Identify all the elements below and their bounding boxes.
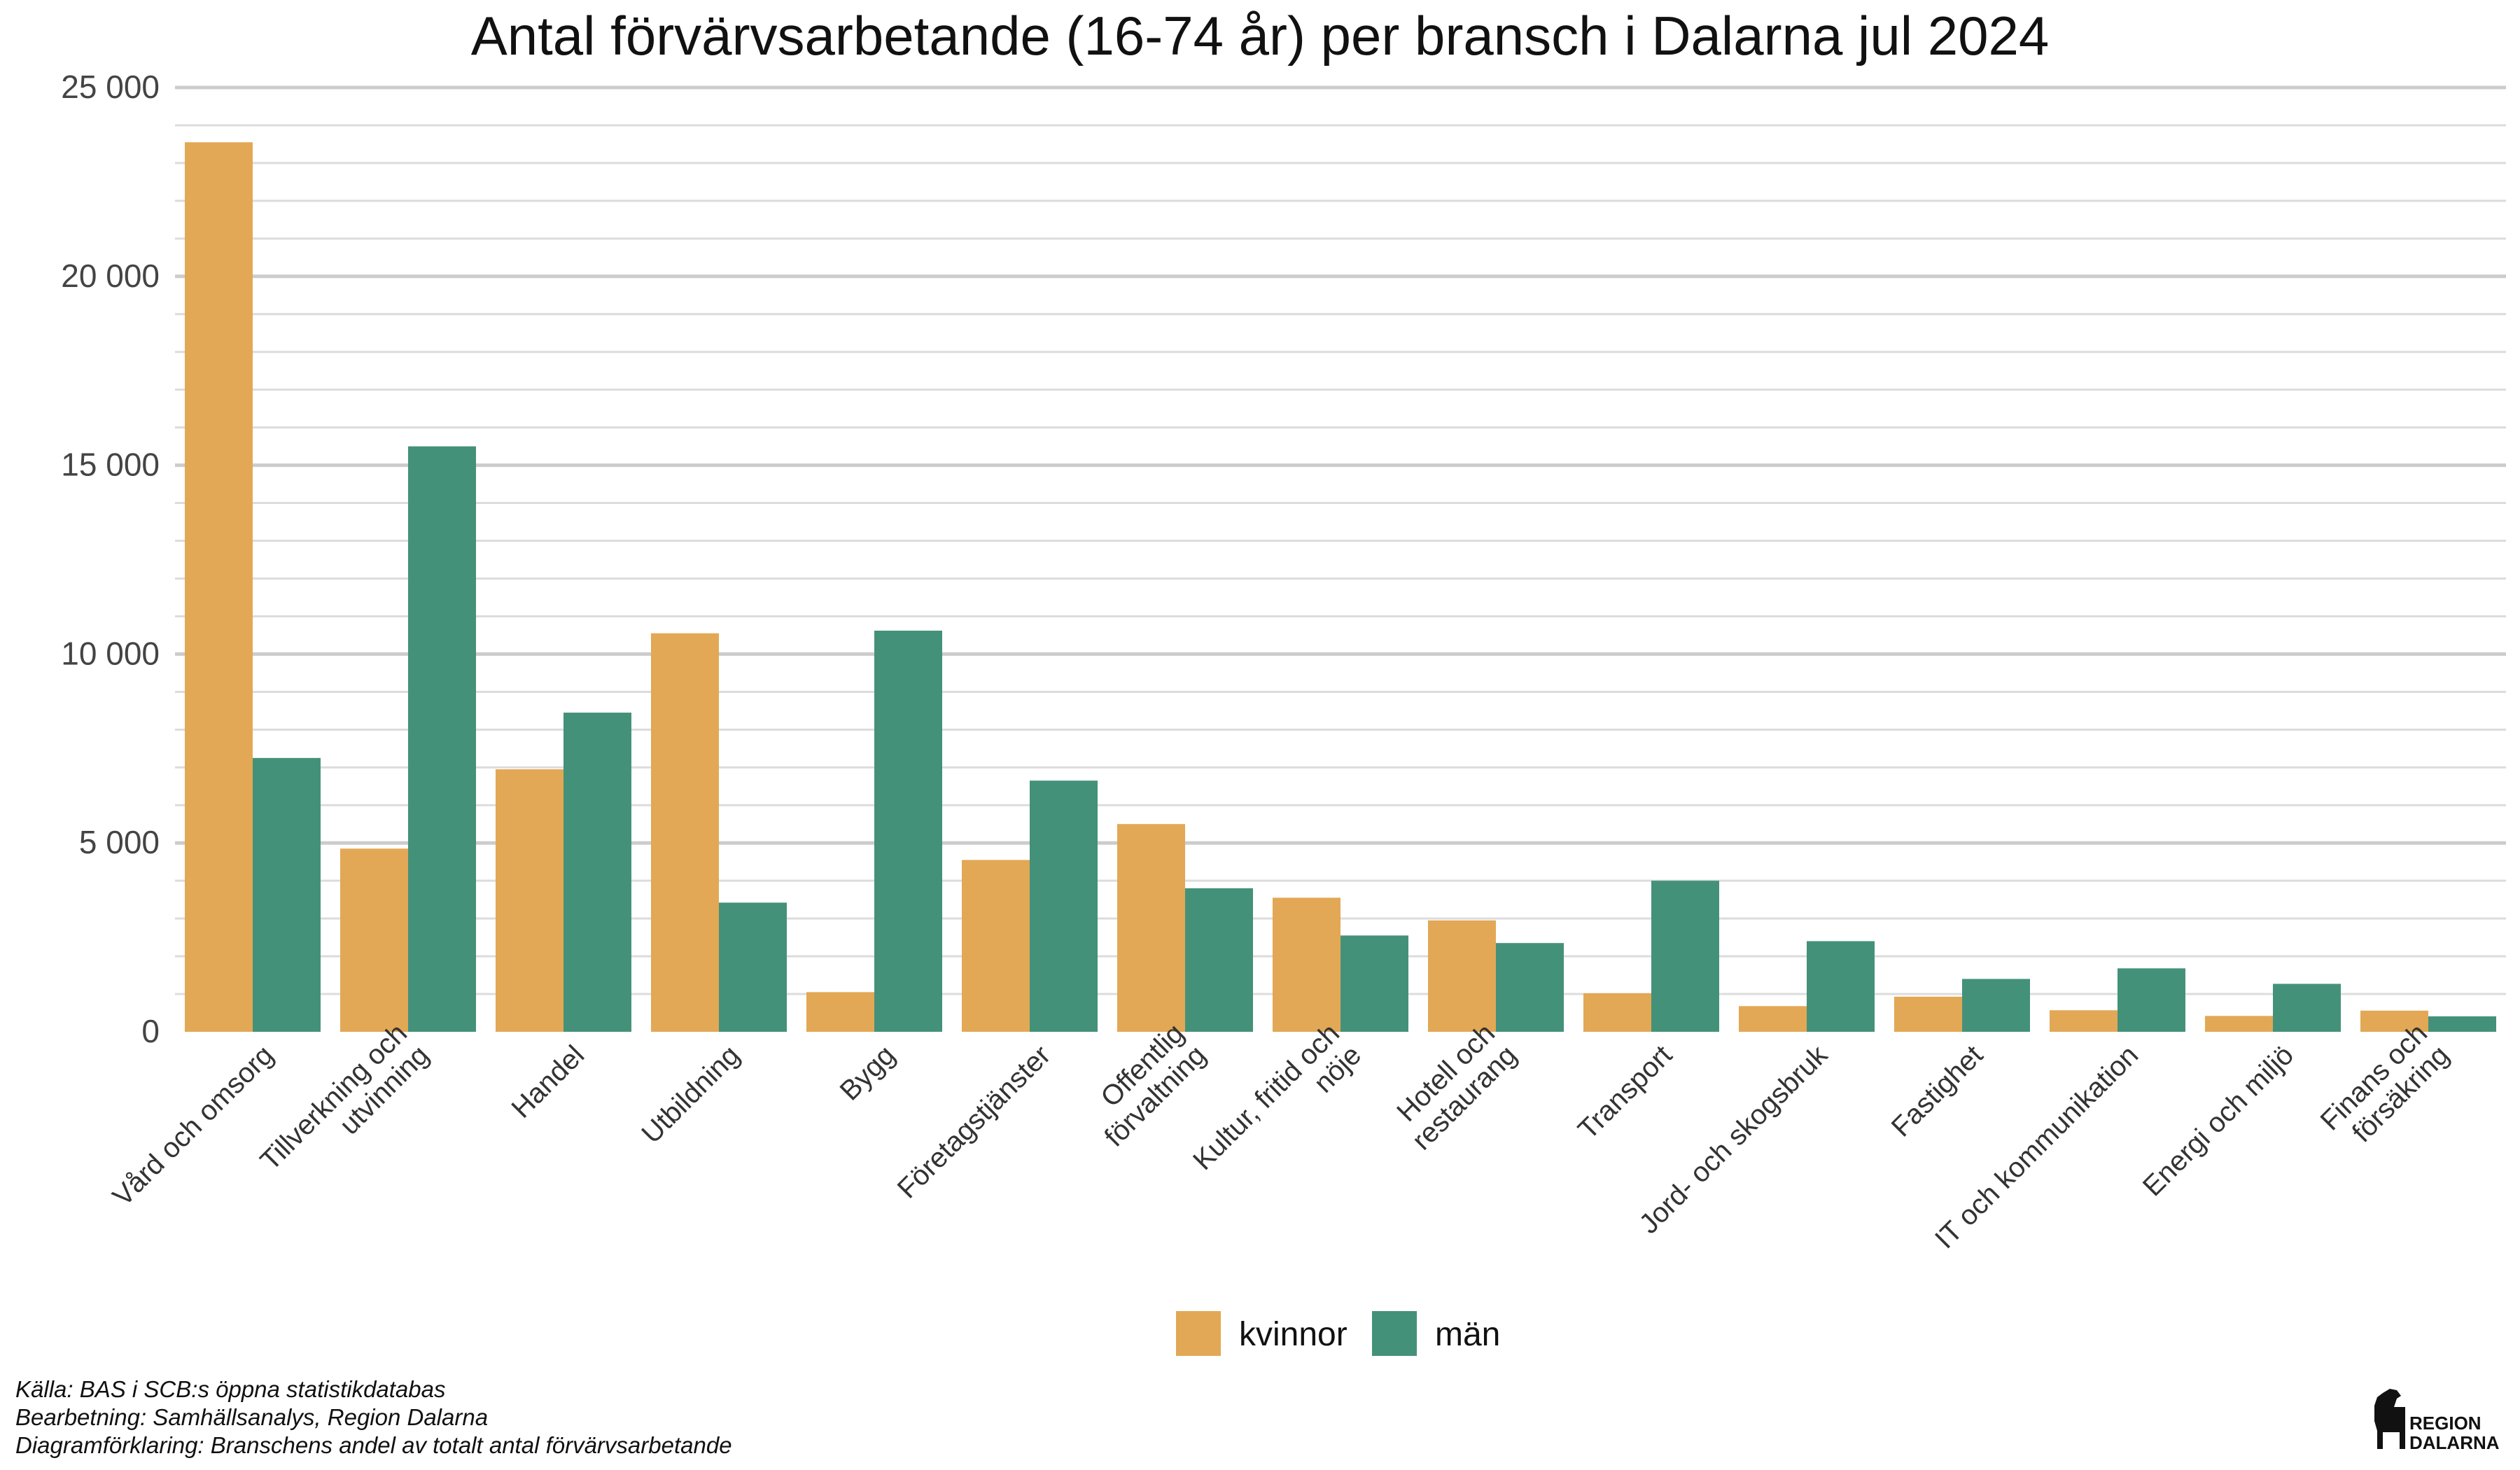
bar-kvinnor xyxy=(1273,897,1340,1032)
x-tick-label-line: Handel xyxy=(506,1040,591,1124)
legend-swatch-kvinnor xyxy=(1176,1311,1221,1356)
bar-kvinnor xyxy=(340,848,408,1032)
y-tick-label: 0 xyxy=(141,1013,160,1049)
y-tick-label: 20 000 xyxy=(61,258,160,294)
x-tick-label: Transport xyxy=(1572,1040,1678,1145)
x-tick-label: Handel xyxy=(506,1040,591,1124)
bar-kvinnor xyxy=(1894,996,1962,1032)
bar-man xyxy=(1185,888,1253,1032)
x-tick-label: Fastighet xyxy=(1886,1040,1989,1142)
bar-man xyxy=(2118,968,2185,1032)
caption-processing: Bearbetning: Samhällsanalys, Region Dala… xyxy=(15,1404,488,1430)
region-dalarna-logo: REGION DALARNA xyxy=(2374,1389,2500,1453)
x-tick-label-line: Kultur, fritid och xyxy=(1187,1018,1345,1176)
x-tick-label: Utbildning xyxy=(636,1040,746,1149)
caption: Källa: BAS i SCB:s öppna statistikdataba… xyxy=(15,1376,732,1458)
bar-kvinnor xyxy=(651,633,719,1032)
y-tick-label: 25 000 xyxy=(61,69,160,105)
legend-swatch-man xyxy=(1372,1311,1417,1356)
bar-man xyxy=(564,713,631,1032)
logo-text-region: REGION xyxy=(2409,1413,2482,1434)
bars xyxy=(185,142,2496,1032)
x-tick-label: Vård och omsorg xyxy=(107,1040,279,1212)
y-tick-label: 15 000 xyxy=(61,447,160,483)
bar-man xyxy=(2428,1016,2496,1032)
x-tick-label: Företagstjänster xyxy=(892,1040,1056,1204)
y-tick-label: 5 000 xyxy=(79,824,160,860)
x-tick-label: Finans ochförsäkring xyxy=(2315,1018,2456,1158)
x-tick-label-line: Transport xyxy=(1572,1040,1678,1145)
y-tick-label: 10 000 xyxy=(61,635,160,671)
chart-title: Antal förvärvsarbetande (16-74 år) per b… xyxy=(471,5,2050,66)
x-tick-label: Hotell ochrestaurang xyxy=(1385,1018,1522,1156)
bar-kvinnor xyxy=(496,769,564,1032)
bar-kvinnor xyxy=(1117,824,1185,1032)
x-tick-label-line: Företagstjänster xyxy=(892,1040,1056,1204)
x-tick-label: Bygg xyxy=(834,1040,902,1107)
x-tick-label-line: Bygg xyxy=(834,1040,902,1107)
x-tick-label-line: Energi och miljö xyxy=(2137,1040,2300,1202)
x-tick-label: Offentligförvaltning xyxy=(1077,1018,1212,1153)
legend-label-man: män xyxy=(1435,1316,1500,1353)
caption-source: Källa: BAS i SCB:s öppna statistikdataba… xyxy=(15,1376,446,1402)
bar-man xyxy=(1962,979,2030,1032)
x-tick-label-line: Fastighet xyxy=(1886,1040,1989,1142)
legend: kvinnor män xyxy=(1176,1311,1500,1356)
bar-man xyxy=(2273,983,2341,1032)
bar-man xyxy=(1030,780,1098,1032)
bar-man xyxy=(1807,941,1875,1032)
x-tick-label: Energi och miljö xyxy=(2137,1040,2300,1202)
bar-man xyxy=(1651,881,1719,1032)
bar-kvinnor xyxy=(2205,1016,2273,1032)
bar-kvinnor xyxy=(2360,1010,2428,1032)
bar-kvinnor xyxy=(1428,920,1496,1032)
x-tick-label: Tillverkning ochutvinning xyxy=(255,1018,435,1198)
bar-man xyxy=(1496,943,1564,1032)
y-axis: 0 5 000 10 000 15 000 20 000 25 000 xyxy=(61,69,160,1049)
bar-man xyxy=(408,446,476,1032)
bar-kvinnor xyxy=(185,142,253,1032)
x-tick-label-line: Vård och omsorg xyxy=(107,1040,279,1212)
bar-man xyxy=(1340,935,1408,1032)
dala-horse-icon xyxy=(2374,1389,2405,1449)
x-tick-label-line: Utbildning xyxy=(636,1040,746,1149)
x-tick-label: Kultur, fritid ochnöje xyxy=(1187,1018,1367,1198)
bar-kvinnor xyxy=(1583,993,1651,1032)
bar-kvinnor xyxy=(962,860,1030,1032)
caption-explanation: Diagramförklaring: Branschens andel av t… xyxy=(15,1432,732,1458)
legend-label-kvinnor: kvinnor xyxy=(1239,1316,1348,1353)
logo-text-dalarna: DALARNA xyxy=(2409,1432,2500,1453)
bar-kvinnor xyxy=(806,992,874,1032)
bar-kvinnor xyxy=(2050,1010,2118,1032)
bar-man xyxy=(719,902,787,1032)
bar-man xyxy=(253,757,321,1032)
bar-kvinnor xyxy=(1739,1006,1807,1032)
bar-man xyxy=(874,630,942,1032)
